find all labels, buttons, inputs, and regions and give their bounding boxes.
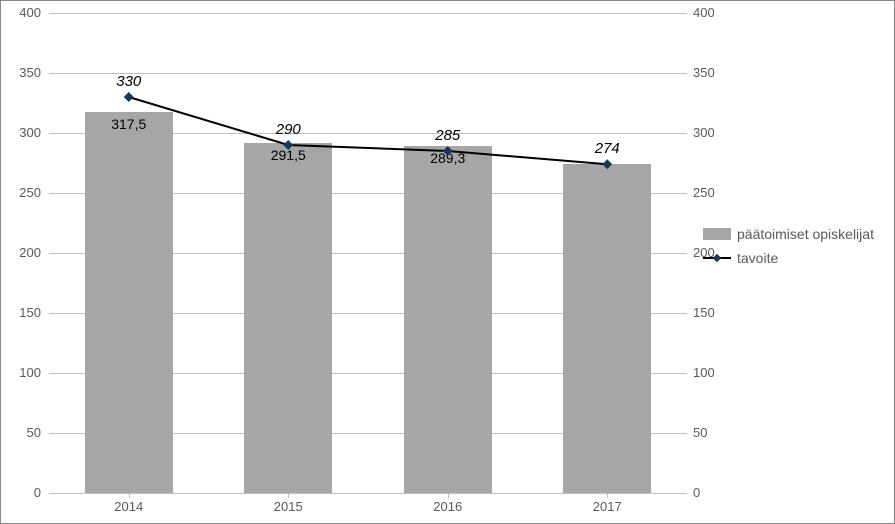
x-tick — [288, 493, 289, 498]
legend-swatch-bar — [703, 228, 731, 240]
y-right-tick-label: 300 — [693, 125, 715, 140]
x-tick-label: 2017 — [593, 499, 622, 514]
legend: päätoimiset opiskelijat tavoite — [703, 226, 874, 266]
legend-item: tavoite — [703, 250, 874, 266]
y-right-tick-label: 0 — [693, 485, 700, 500]
y-left-tick-label: 400 — [19, 5, 41, 20]
y-right-tick-label: 400 — [693, 5, 715, 20]
gridline — [49, 493, 687, 494]
y-left-tick-label: 250 — [19, 185, 41, 200]
y-right-tick-label: 100 — [693, 365, 715, 380]
x-tick-label: 2015 — [274, 499, 303, 514]
line-overlay — [49, 13, 687, 493]
x-tick-label: 2016 — [433, 499, 462, 514]
y-left-tick-label: 50 — [27, 425, 41, 440]
line-series — [129, 97, 608, 164]
legend-item: päätoimiset opiskelijat — [703, 226, 874, 242]
plot-area: 317,52014330291,52015290289,320162852017… — [49, 13, 687, 493]
x-tick-label: 2014 — [114, 499, 143, 514]
y-right-tick-label: 50 — [693, 425, 707, 440]
y-left-tick-label: 200 — [19, 245, 41, 260]
legend-label: päätoimiset opiskelijat — [737, 226, 874, 242]
y-left-tick-label: 0 — [34, 485, 41, 500]
line-marker — [124, 92, 134, 102]
y-left-tick-label: 150 — [19, 305, 41, 320]
line-marker — [602, 159, 612, 169]
y-left-tick-label: 100 — [19, 365, 41, 380]
y-left-tick-label: 300 — [19, 125, 41, 140]
legend-label: tavoite — [737, 250, 778, 266]
y-right-tick-label: 200 — [693, 245, 715, 260]
y-right-tick-label: 250 — [693, 185, 715, 200]
y-right-tick-label: 350 — [693, 65, 715, 80]
line-marker — [443, 146, 453, 156]
chart-container: 317,52014330291,52015290289,320162852017… — [0, 0, 895, 524]
y-left-tick-label: 350 — [19, 65, 41, 80]
x-tick — [129, 493, 130, 498]
x-tick — [607, 493, 608, 498]
line-marker — [283, 140, 293, 150]
y-right-tick-label: 150 — [693, 305, 715, 320]
x-tick — [448, 493, 449, 498]
